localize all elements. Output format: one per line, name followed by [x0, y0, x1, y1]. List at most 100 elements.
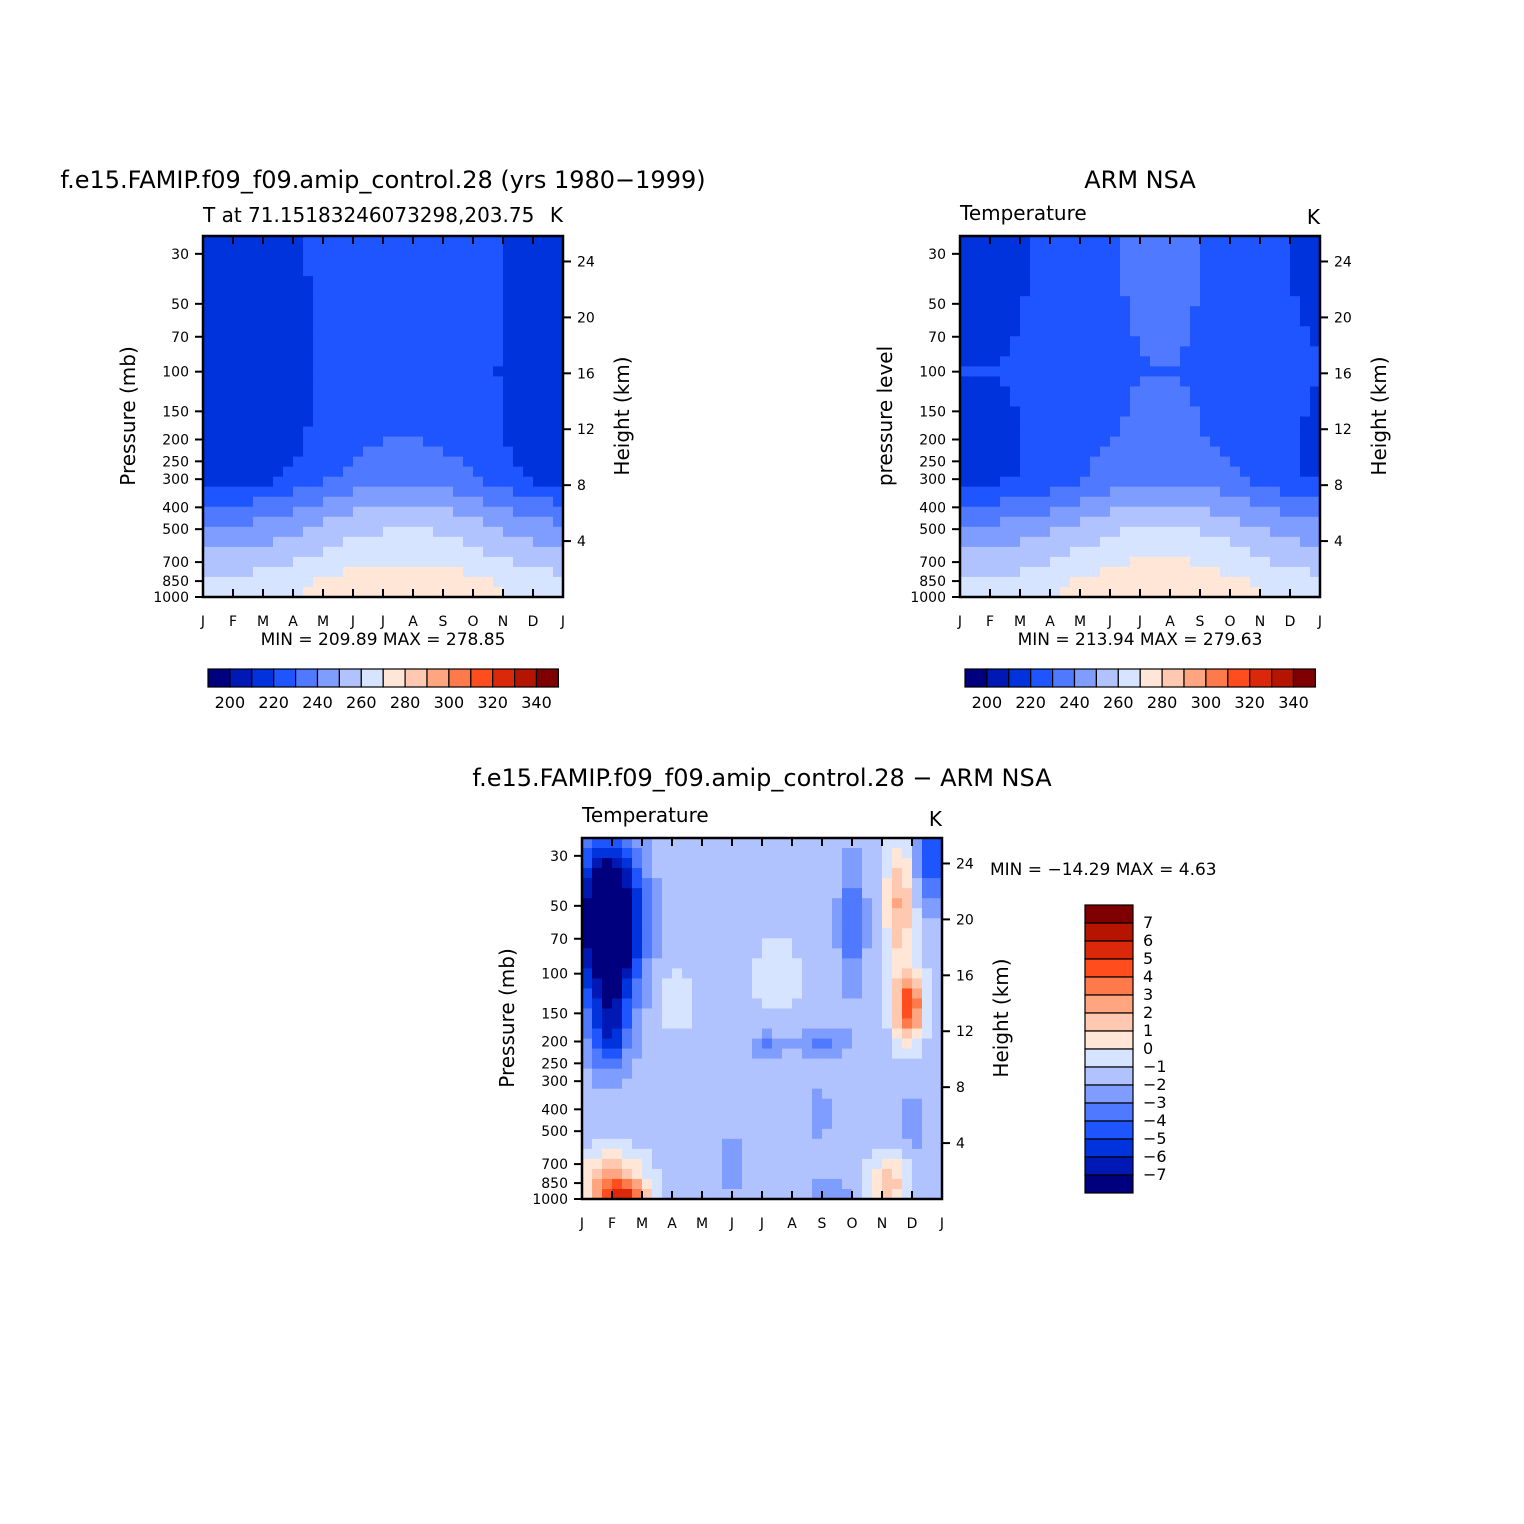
contour-cell [303, 256, 314, 267]
contour-cell [1140, 376, 1151, 388]
contour-cell [1270, 586, 1281, 597]
contour-cell [1020, 486, 1031, 498]
contour-cell [203, 436, 214, 448]
contour-cell [233, 536, 244, 548]
contour-cell [533, 406, 544, 418]
contour-cell [732, 1098, 743, 1110]
contour-cell [1190, 406, 1201, 418]
contour-cell [1170, 366, 1181, 377]
contour-cell [1000, 376, 1011, 388]
contour-cell [403, 326, 414, 337]
contour-cell [622, 858, 633, 869]
contour-cell [303, 336, 314, 347]
contour-cell [463, 386, 474, 398]
contour-cell [363, 266, 374, 277]
contour-cell [642, 1178, 653, 1190]
contour-cell [433, 576, 444, 588]
contour-cell [423, 476, 434, 488]
contour-cell [473, 316, 484, 327]
contour-cell [1100, 496, 1111, 508]
contour-cell [263, 466, 274, 478]
contour-cell [792, 1188, 803, 1199]
contour-cell [622, 1088, 633, 1100]
contour-cell [612, 1138, 623, 1150]
contour-cell [1110, 416, 1121, 428]
contour-cell [453, 246, 464, 257]
contour-cell [970, 536, 981, 548]
contour-cell [363, 526, 374, 538]
panel-diff-subtitle-left: Temperature [581, 803, 709, 827]
contour-cell [812, 908, 823, 919]
contour-cell [283, 476, 294, 488]
contour-cell [323, 336, 334, 347]
contour-cell [762, 978, 773, 990]
contour-cell [802, 1128, 813, 1140]
contour-cell [862, 858, 873, 869]
contour-cell [960, 246, 971, 257]
contour-cell [652, 978, 663, 990]
contour-cell [752, 1018, 763, 1030]
contour-cell [772, 1178, 783, 1190]
contour-cell [692, 848, 703, 859]
contour-cell [1190, 486, 1201, 498]
contour-cell [1060, 576, 1071, 588]
contour-cell [682, 1138, 693, 1150]
contour-cell [742, 848, 753, 859]
contour-cell [293, 376, 304, 388]
contour-cell [293, 276, 304, 287]
contour-cell [922, 958, 933, 969]
contour-cell [503, 436, 514, 448]
contour-cell [1240, 336, 1251, 347]
contour-cell [293, 326, 304, 337]
contour-cell [273, 396, 284, 408]
contour-cell [1200, 476, 1211, 488]
contour-cell [473, 586, 484, 597]
x-tick-label: M [696, 1216, 708, 1232]
contour-cell [1210, 526, 1221, 538]
contour-cell [533, 506, 544, 518]
contour-cell [632, 1018, 643, 1030]
contour-cell [980, 356, 991, 367]
contour-cell [632, 918, 643, 929]
contour-cell [960, 506, 971, 518]
y-right-tick-label: 16 [577, 366, 595, 382]
contour-cell [1020, 506, 1031, 518]
contour-cell [313, 566, 324, 578]
contour-cell [313, 286, 324, 297]
contour-cell [752, 958, 763, 969]
colorbar-box [1183, 668, 1207, 688]
contour-cell [932, 1028, 942, 1040]
contour-cell [1070, 376, 1081, 388]
contour-cell [323, 246, 334, 257]
contour-cell [433, 556, 444, 568]
contour-cell [403, 466, 414, 478]
contour-cell [990, 376, 1001, 388]
contour-cell [1040, 396, 1051, 408]
contour-cell [882, 968, 893, 979]
contour-cell [1050, 266, 1061, 277]
contour-cell [483, 356, 494, 367]
contour-cell [263, 586, 274, 597]
contour-cell [1130, 476, 1141, 488]
contour-cell [393, 276, 404, 287]
colorbar-box [360, 668, 384, 688]
contour-cell [692, 1158, 703, 1170]
contour-cell [303, 566, 314, 578]
y-tick-label: 500 [919, 522, 946, 538]
contour-cell [1050, 556, 1061, 568]
contour-cell [960, 376, 971, 388]
contour-cell [882, 1138, 893, 1150]
contour-cell [473, 436, 484, 448]
contour-cell [1290, 546, 1301, 558]
panel-model-subtitle-right: K [550, 203, 564, 227]
contour-cell [403, 536, 414, 548]
contour-cell [273, 256, 284, 267]
contour-cell [1280, 306, 1291, 317]
contour-cell [233, 306, 244, 317]
contour-cell [1130, 456, 1141, 468]
contour-cell [433, 416, 444, 428]
contour-cell [553, 506, 563, 518]
contour-cell [1120, 506, 1131, 518]
contour-cell [832, 1108, 843, 1120]
contour-cell [762, 1108, 773, 1120]
